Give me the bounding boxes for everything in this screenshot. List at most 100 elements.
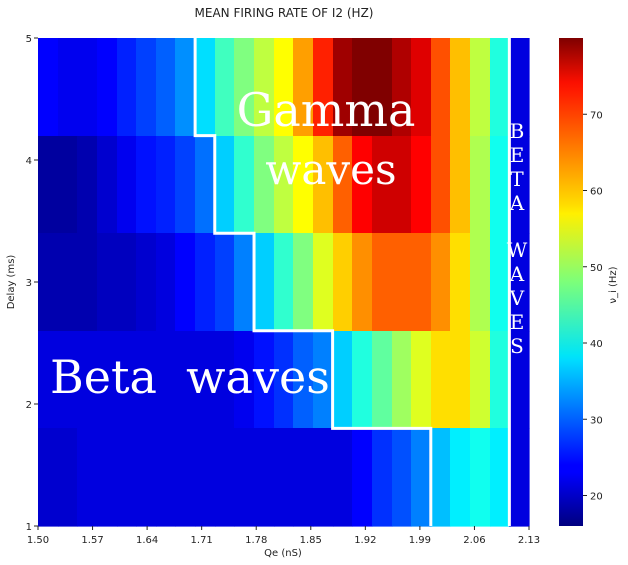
vertical-annotation-letter: W [507, 238, 528, 262]
vertical-annotation-letter: T [510, 167, 524, 191]
heatmap-cell [352, 428, 373, 527]
heatmap-cell [254, 428, 275, 527]
heatmap-cell [431, 38, 451, 137]
y-tick-label: 2 [26, 400, 32, 411]
heatmap-cell [509, 136, 530, 234]
heatmap-cell [372, 38, 393, 137]
colorbar-tick-label: 50 [590, 263, 603, 274]
heatmap-cell [136, 428, 157, 527]
heatmap-cell [313, 136, 334, 234]
vertical-annotation-letter: S [510, 334, 524, 358]
heatmap-cell [97, 38, 118, 137]
vertical-annotation-letter: A [509, 191, 525, 215]
x-tick-label: 1.92 [354, 535, 376, 546]
heatmap-cell [509, 233, 530, 332]
annotation-gamma-waves: waves [265, 145, 396, 194]
heatmap-cell [136, 38, 157, 137]
heatmap-cell [372, 136, 393, 234]
heatmap-cell [215, 38, 235, 137]
heatmap-cell [254, 331, 275, 429]
heatmap-cell [392, 331, 412, 429]
heatmap-cell [254, 136, 275, 234]
heatmap-cell [58, 136, 78, 234]
heatmap-cell [333, 136, 353, 234]
heatmap-cell [77, 233, 98, 332]
heatmap-cell [274, 233, 294, 332]
heatmap-cell [175, 331, 196, 429]
colorbar-tick-label: 60 [590, 187, 603, 198]
heatmap-cell [313, 233, 334, 332]
heatmap-cell [372, 331, 393, 429]
heatmap-cell [117, 38, 137, 137]
x-axis: 1.50 1.57 1.64 1.71 1.78 1.85 1.92 1.99 2.06 2.13… [27, 526, 540, 559]
vertical-annotation-letter: A [509, 262, 525, 286]
annotation-beta-waves: Beta waves [50, 350, 330, 404]
heatmap-cell [392, 428, 412, 527]
heatmap-cell [195, 38, 216, 137]
heatmap-cell [352, 38, 373, 137]
heatmap-cell [333, 233, 353, 332]
heatmap-cell [470, 233, 491, 332]
heatmap-cell [450, 428, 471, 527]
heatmap-cell [38, 233, 59, 332]
colorbar-tick-label: 20 [590, 492, 603, 503]
heatmap-cell [313, 38, 334, 137]
heatmap-cell [215, 233, 235, 332]
heatmap-cell [490, 136, 510, 234]
heatmap-cell [195, 136, 216, 234]
heatmap-cell [352, 331, 373, 429]
heatmap-cell [77, 428, 98, 527]
heatmap-cell [58, 38, 78, 137]
heatmap-cell [352, 136, 373, 234]
heatmap-cell [450, 233, 471, 332]
heatmap-cell [77, 331, 98, 429]
heatmap-cell [97, 136, 118, 234]
heatmap-cell [431, 331, 451, 429]
heatmap-cell [97, 428, 118, 527]
colorbar: 20 30 40 50 60 70 ν_i (Hz) [559, 38, 619, 526]
vertical-annotation-letter: B [510, 119, 525, 143]
heatmap-cell [254, 38, 275, 137]
y-axis: 1 2 3 4 5 Delay (ms) [6, 34, 38, 533]
heatmap-cell [372, 428, 393, 527]
heatmap-cell [274, 38, 294, 137]
heatmap-cell [293, 233, 314, 332]
heatmap-cell [293, 331, 314, 429]
heatmap-cell [117, 331, 137, 429]
heatmap-cell [411, 233, 432, 332]
heatmap-cell [450, 38, 471, 137]
x-tick-label: 1.64 [136, 535, 158, 546]
heatmap-cell [254, 233, 275, 332]
heatmap-cell [470, 428, 491, 527]
regime-boundary [193, 38, 511, 526]
vertical-annotation-letter: E [510, 143, 525, 167]
heatmap-cell [372, 233, 393, 332]
heatmap-cell [97, 331, 118, 429]
heatmap-cell [175, 136, 196, 234]
heatmap-cell [234, 331, 255, 429]
heatmap-cell [77, 38, 98, 137]
annotation-gamma: Gamma [237, 83, 416, 137]
heatmap-cell [234, 136, 255, 234]
heatmap-cell [392, 233, 412, 332]
y-tick-label: 3 [26, 278, 32, 289]
heatmap-cell [234, 428, 255, 527]
heatmap-cells [38, 38, 530, 527]
colorbar-gradient [559, 38, 583, 526]
heatmap-cell [215, 331, 235, 429]
heatmap-cell [450, 331, 471, 429]
heatmap-cell [313, 331, 334, 429]
heatmap-cell [333, 38, 353, 137]
heatmap-cell [274, 428, 294, 527]
heatmap-cell [136, 331, 157, 429]
heatmap-cell [352, 233, 373, 332]
y-tick-label: 4 [26, 156, 32, 167]
heatmap-cell [156, 136, 176, 234]
heatmap-cell [274, 331, 294, 429]
heatmap-cell [156, 428, 176, 527]
heatmap-cell [411, 38, 432, 137]
heatmap-cell [136, 136, 157, 234]
chart-title: MEAN FIRING RATE OF I2 (HZ) [195, 6, 374, 20]
heatmap-cell [215, 136, 235, 234]
heatmap-cell [58, 331, 78, 429]
